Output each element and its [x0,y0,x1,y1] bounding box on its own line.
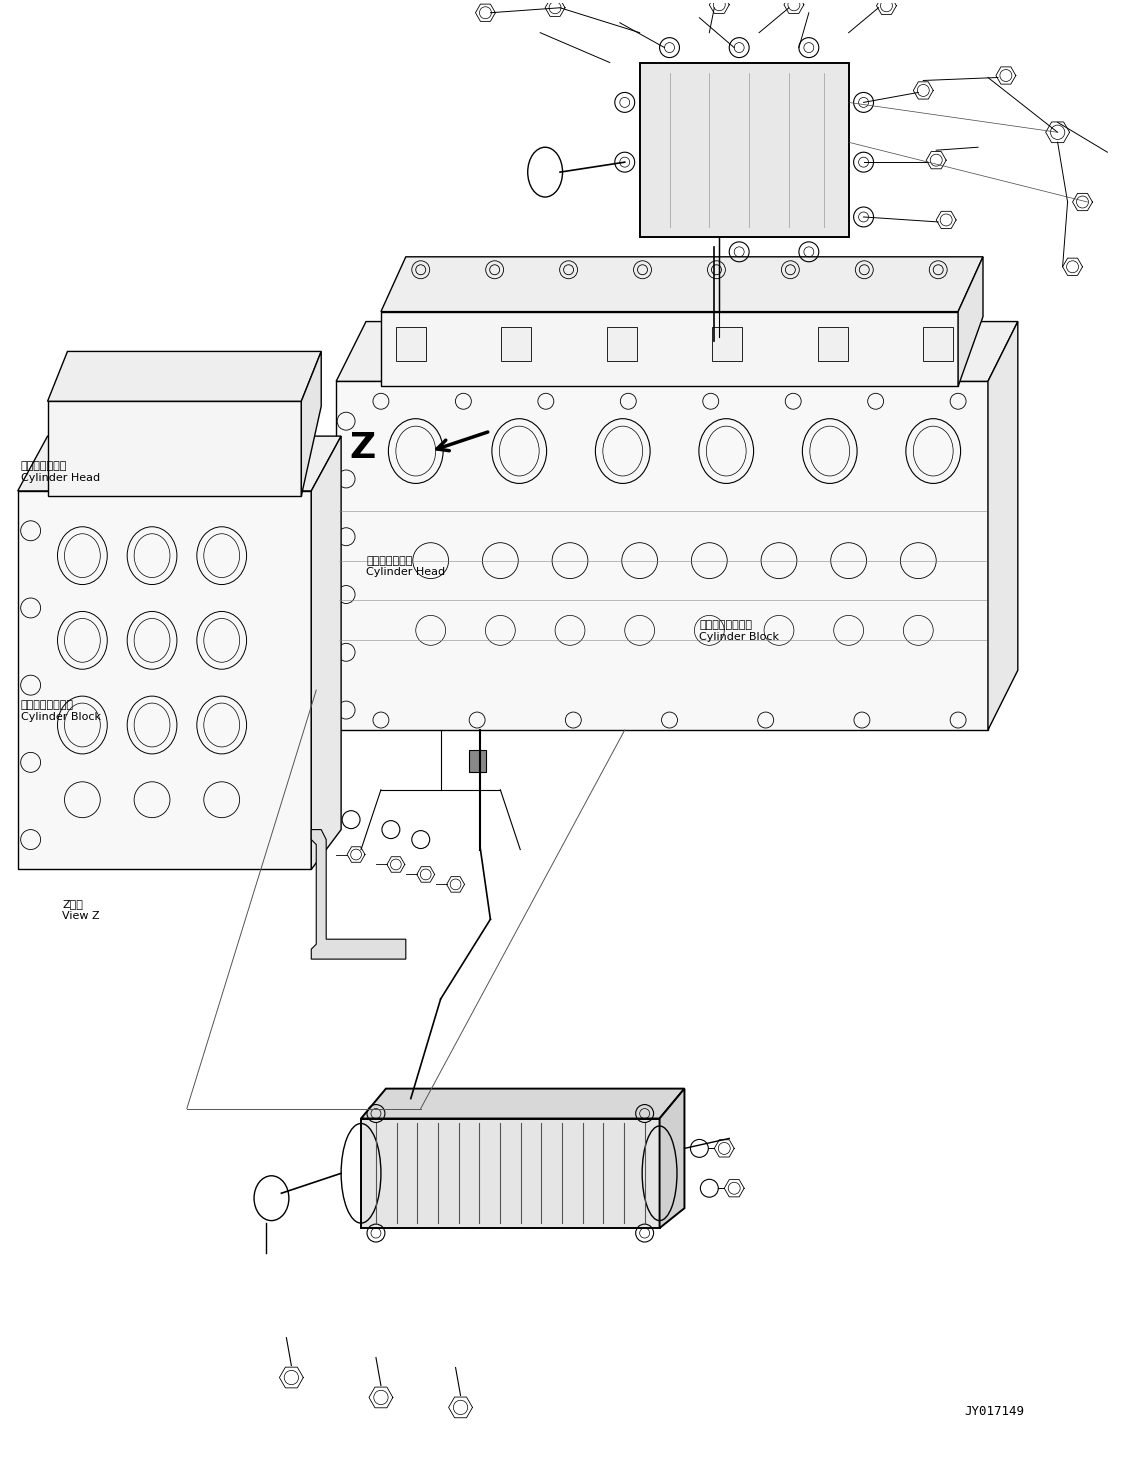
Text: Z　視
View Z: Z 視 View Z [63,899,101,921]
Polygon shape [311,829,406,959]
Text: Z: Z [349,431,375,465]
Text: シリンダヘッド
Cylinder Head: シリンダヘッド Cylinder Head [21,460,99,482]
Polygon shape [48,351,321,401]
Bar [395,326,425,361]
Polygon shape [381,256,983,312]
Text: シリンダブロック
Cylinder Block: シリンダブロック Cylinder Block [21,701,101,721]
Text: シリンダブロック
Cylinder Block: シリンダブロック Cylinder Block [700,621,780,643]
Bar [469,750,487,772]
Polygon shape [311,436,341,870]
Polygon shape [17,491,311,870]
Polygon shape [17,436,341,491]
Polygon shape [302,351,321,495]
Polygon shape [336,382,988,730]
Text: JY017149: JY017149 [964,1405,1024,1418]
Polygon shape [361,1088,685,1119]
Polygon shape [660,1088,685,1228]
Bar [924,326,953,361]
Polygon shape [381,312,958,386]
Polygon shape [988,322,1017,730]
Polygon shape [640,63,848,237]
Bar [817,326,848,361]
Bar [712,326,742,361]
Bar [502,326,531,361]
Text: シリンダヘッド
Cylinder Head: シリンダヘッド Cylinder Head [366,555,445,577]
Polygon shape [48,401,302,495]
Polygon shape [336,322,1017,382]
Bar [607,326,637,361]
Polygon shape [361,1119,660,1228]
Polygon shape [958,256,983,386]
